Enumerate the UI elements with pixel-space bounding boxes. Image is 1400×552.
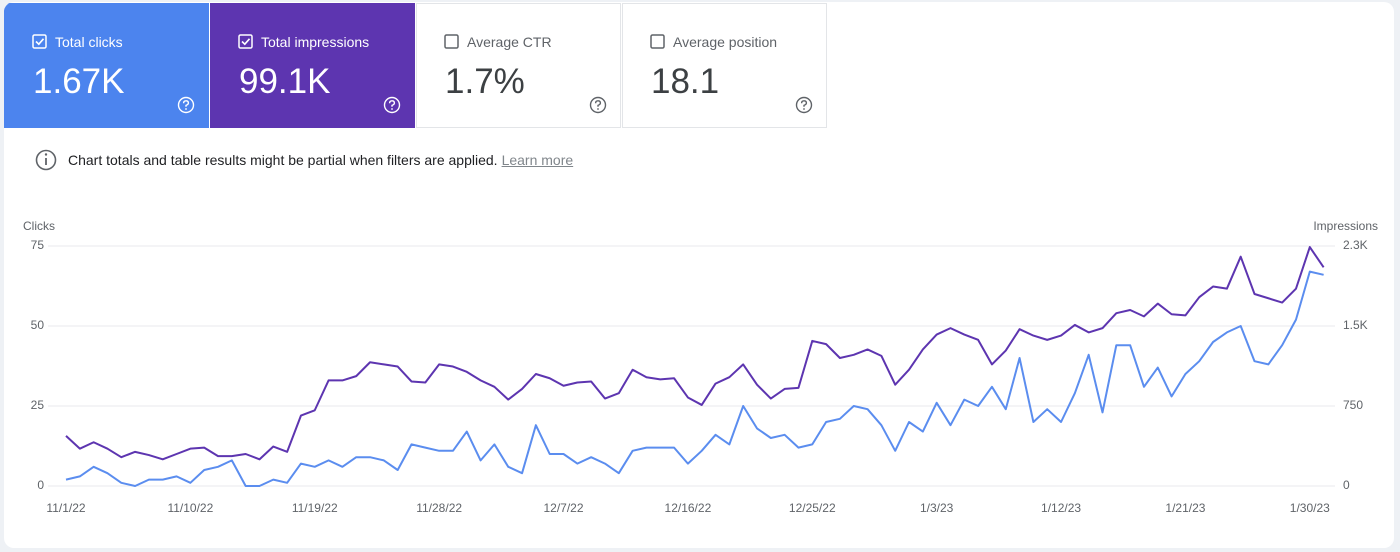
help-circle (795, 96, 813, 114)
y2-axis-title: Impressions (1313, 219, 1378, 233)
info-icon (35, 149, 57, 171)
checkbox[interactable] (444, 34, 460, 50)
x-tick-label: 11/28/22 (416, 501, 462, 515)
card-value: 18.1 (651, 62, 720, 101)
checkbox-box (444, 34, 459, 49)
checkmark (35, 38, 45, 46)
help-mark (594, 100, 602, 107)
help-icon[interactable] (795, 96, 813, 114)
help-circle (383, 96, 401, 114)
y2-tick-label: 2.3K (1343, 238, 1368, 252)
card-value: 1.7% (445, 62, 525, 101)
help-dot (597, 108, 599, 110)
y-tick-label: 50 (31, 318, 45, 332)
help-mark (800, 100, 808, 107)
checkbox[interactable] (238, 34, 254, 50)
card-value: 99.1K (239, 62, 331, 101)
metric-card[interactable]: Average CTR 1.7% (416, 3, 621, 128)
notice-text: Chart totals and table results might be … (68, 152, 498, 168)
x-tick-label: 12/7/22 (543, 501, 583, 515)
series-line (65, 246, 1325, 461)
metric-card[interactable]: Total clicks 1.67K (4, 3, 209, 128)
help-mark (182, 100, 190, 107)
checkbox[interactable] (32, 34, 48, 50)
x-tick-label: 12/16/22 (665, 501, 712, 515)
performance-panel: Clicks Impressions 0 25 50 75 0 750 1.5K 2.3K 11/1… (4, 2, 1394, 548)
checkbox-box (238, 34, 253, 49)
checkbox[interactable] (650, 34, 666, 50)
card-label: Average CTR (467, 34, 552, 50)
learn-more-link[interactable]: Learn more (501, 152, 574, 168)
checkbox-box (32, 34, 47, 49)
checkbox-box (650, 34, 665, 49)
y2-tick-label: 0 (1343, 478, 1350, 492)
x-tick-label: 1/30/23 (1290, 501, 1330, 515)
y-axis-title: Clicks (23, 219, 55, 233)
help-dot (185, 108, 187, 110)
y-tick-label: 75 (31, 238, 45, 252)
checkmark (241, 38, 251, 46)
chart: Clicks Impressions025507507501.5K2.3K11/1… (23, 149, 1378, 515)
x-tick-label: 1/3/23 (920, 501, 954, 515)
y2-tick-label: 1.5K (1343, 318, 1368, 332)
card-label: Total impressions (261, 34, 370, 50)
x-tick-label: 11/19/22 (292, 501, 338, 515)
series-line (65, 270, 1324, 487)
x-tick-label: 1/12/23 (1041, 501, 1081, 515)
card-label: Total clicks (55, 34, 123, 50)
y2-tick-label: 750 (1343, 398, 1363, 412)
help-icon[interactable] (589, 96, 607, 114)
y-tick-label: 25 (31, 398, 45, 412)
card-label: Average position (673, 34, 778, 50)
x-tick-label: 1/21/23 (1165, 501, 1205, 515)
help-mark (388, 100, 396, 107)
help-icon[interactable] (177, 96, 195, 114)
help-dot (391, 108, 393, 110)
y-tick-label: 0 (37, 478, 44, 492)
help-circle (589, 96, 607, 114)
notice: Chart totals and table results might be … (68, 152, 573, 168)
x-tick-label: 11/1/22 (46, 501, 85, 515)
help-circle (177, 96, 195, 114)
x-tick-label: 11/10/22 (167, 501, 213, 515)
metric-card[interactable]: Total impressions 99.1K (210, 3, 415, 128)
x-tick-label: 12/25/22 (789, 501, 836, 515)
help-dot (803, 108, 805, 110)
metric-card[interactable]: Average position 18.1 (622, 3, 827, 128)
help-icon[interactable] (383, 96, 401, 114)
card-value: 1.67K (33, 62, 125, 101)
